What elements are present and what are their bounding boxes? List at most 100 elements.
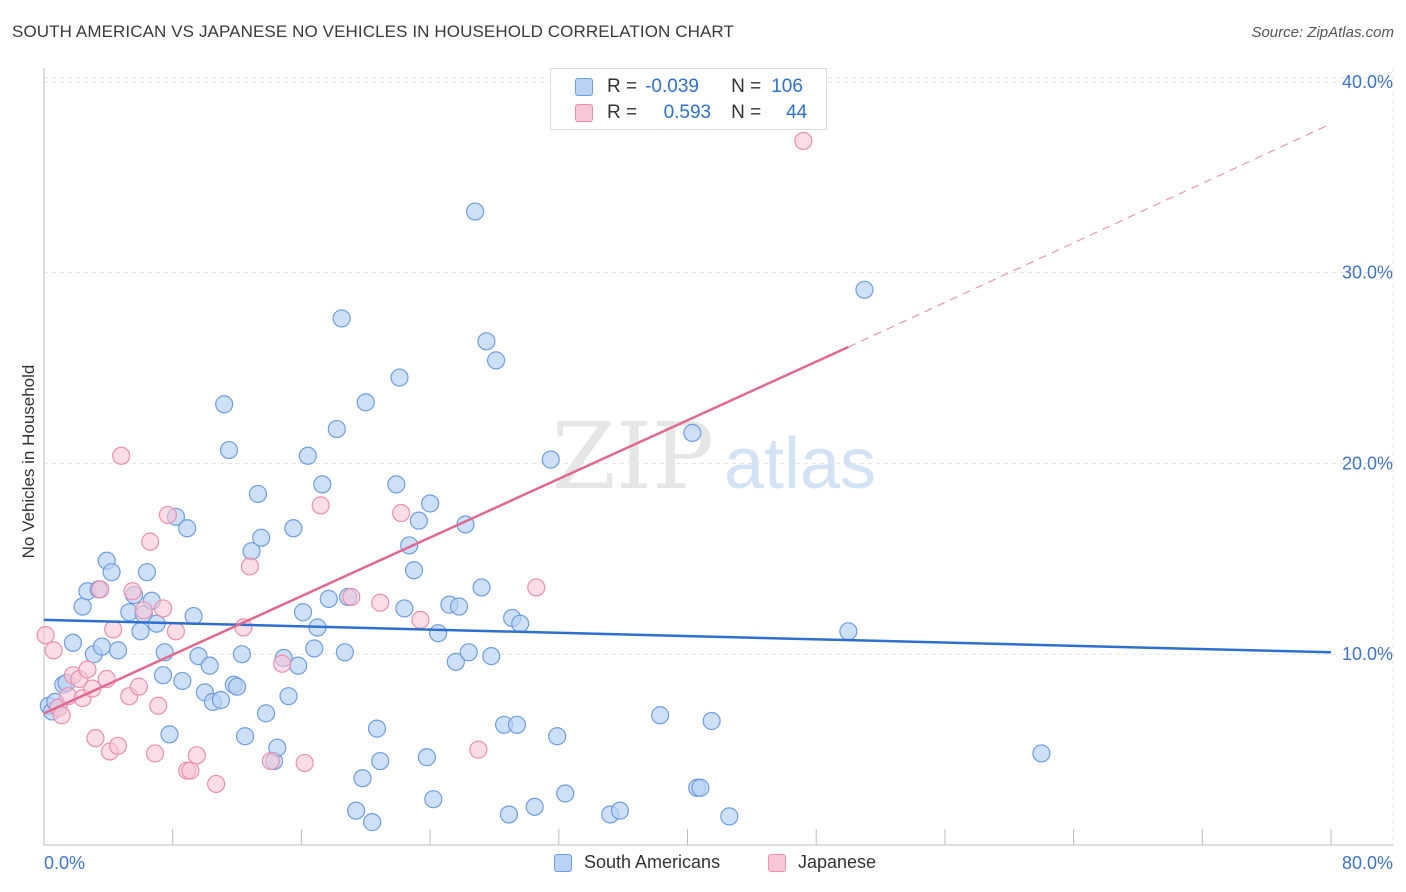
bottom-legend: South Americans Japanese	[0, 852, 1406, 880]
blue-swatch-icon	[575, 78, 593, 96]
south-americans-point	[63, 633, 83, 652]
south-americans-point	[702, 711, 721, 731]
south-americans-point	[446, 652, 465, 671]
south-americans-point	[477, 332, 496, 351]
south-americans-point	[356, 393, 375, 412]
stats-legend: R = -0.039 N = 106 R = 0.593 N = 44	[550, 68, 827, 130]
japanese-point	[261, 751, 280, 771]
japanese-point	[311, 496, 330, 515]
legend-label: South Americans	[584, 852, 721, 872]
south-americans-point	[459, 643, 478, 662]
japanese-point	[141, 532, 160, 551]
japanese-point	[91, 580, 110, 599]
japanese-point	[86, 729, 105, 748]
south-americans-point	[346, 801, 366, 820]
japanese-point	[166, 622, 186, 641]
stats-row-japanese: R = 0.593 N = 44	[575, 100, 807, 126]
stats-row-south-americans: R = -0.039 N = 106	[575, 74, 803, 100]
japanese-point	[36, 626, 55, 645]
south-americans-point	[367, 719, 387, 738]
south-americans-point	[332, 309, 351, 328]
trend-lines	[43, 123, 1332, 715]
y-axis-label: No Vehicles in Household	[19, 365, 38, 559]
south-americans-point	[252, 528, 271, 547]
source-label: Source: ZipAtlas.com	[1251, 24, 1394, 41]
japanese-point	[187, 746, 206, 765]
south-americans-point	[651, 706, 670, 725]
south-americans-point	[219, 440, 239, 460]
south-americans-point	[610, 801, 630, 820]
south-americans-point	[507, 715, 527, 734]
south-americans-point	[248, 484, 268, 504]
n-label: N =	[731, 102, 762, 123]
south-americans-point	[353, 769, 372, 788]
japanese-point	[108, 736, 128, 755]
japanese-trend-extension	[848, 123, 1332, 348]
axis-labels: 10.0% 20.0% 30.0% 40.0% 0.0% 80.0% No Vehicles…	[19, 72, 1393, 873]
south-americans-point	[279, 687, 298, 706]
south-americans-point	[215, 395, 234, 414]
south-americans-point	[327, 419, 346, 439]
south-americans-point	[466, 202, 485, 221]
south-americans-point	[284, 519, 303, 538]
japanese-point	[52, 706, 71, 725]
south-americans-point	[720, 807, 739, 826]
south-americans-point	[184, 606, 203, 626]
south-americans-point	[387, 475, 406, 494]
south-americans-point	[486, 351, 506, 370]
south-americans-point	[499, 805, 519, 824]
south-americans-point	[232, 645, 251, 664]
south-americans-point	[305, 639, 324, 658]
watermark-atlas: atlas	[724, 424, 876, 504]
y-tick-label: 40.0%	[1342, 72, 1393, 92]
south-americans-point	[1032, 744, 1051, 763]
south-americans-point	[541, 450, 560, 469]
r-label: R =	[607, 76, 638, 97]
japanese-point	[158, 505, 177, 525]
south-americans-point	[131, 622, 150, 641]
pink-swatch-icon	[575, 104, 593, 122]
x-tick-label-min: 0.0%	[44, 853, 85, 873]
south-americans-point	[556, 784, 575, 803]
south-americans-point	[511, 614, 530, 633]
legend-item-south-americans[interactable]: South Americans	[554, 852, 720, 873]
south-americans-point	[429, 624, 448, 643]
japanese-point	[371, 593, 390, 612]
south-americans-point	[235, 727, 255, 746]
watermark: ZIP atlas	[552, 403, 876, 510]
japanese-point	[44, 641, 63, 660]
japanese-point	[129, 677, 149, 696]
legend-item-japanese[interactable]: Japanese	[768, 852, 876, 873]
south-americans-point	[683, 423, 702, 442]
japanese-point	[145, 744, 165, 763]
japanese-point	[181, 761, 200, 780]
south-americans-point	[73, 597, 92, 616]
south-americans-point	[200, 656, 219, 675]
japanese-point	[240, 557, 260, 576]
japanese-point	[392, 503, 411, 523]
south-americans-point	[482, 647, 501, 666]
japanese-point	[153, 599, 173, 618]
south-americans-points	[39, 202, 1051, 832]
south-americans-point	[525, 797, 544, 816]
south-americans-point	[371, 751, 390, 771]
south-americans-point	[404, 561, 424, 580]
south-americans-point	[313, 475, 332, 494]
south-americans-point	[417, 748, 436, 767]
south-americans-point	[335, 643, 354, 662]
japanese-point	[295, 753, 314, 773]
south-americans-point	[855, 280, 874, 299]
south-americans-point	[395, 599, 414, 618]
south-americans-point	[160, 725, 179, 744]
south-americans-point	[211, 690, 231, 710]
south-americans-point	[472, 578, 491, 597]
chart-title: SOUTH AMERICAN VS JAPANESE NO VEHICLES I…	[12, 22, 734, 41]
south-americans-point	[137, 563, 157, 582]
n-value: 106	[771, 76, 803, 97]
south-americans-point	[449, 597, 469, 616]
south-americans-point	[227, 677, 247, 696]
south-americans-point	[178, 519, 197, 538]
south-americans-point	[409, 511, 428, 530]
r-label: R =	[607, 102, 638, 123]
